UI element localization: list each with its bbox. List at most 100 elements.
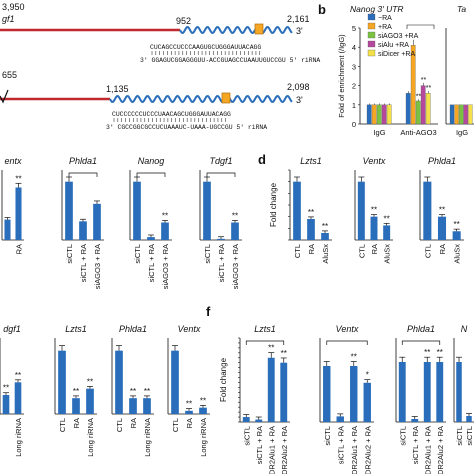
bar <box>15 187 22 240</box>
significance-mark: ** <box>144 387 150 396</box>
x-tick-label: siCTL <box>323 426 332 446</box>
x-tick-label: siAGO3 + RA <box>93 244 102 289</box>
bar <box>323 366 331 422</box>
gene-title: Ventx <box>336 324 359 334</box>
x-tick-label: siCTL + RA <box>79 244 88 282</box>
schematic: 3,950 gf1 952 2,161 3' CUCAGCCUCCCAAGUGC… <box>0 2 320 131</box>
gene-title: Ventx <box>363 156 386 166</box>
bar <box>357 181 365 240</box>
gene2-wave <box>109 95 293 103</box>
x-tick-label: siCTL <box>398 426 407 446</box>
bar <box>423 181 432 240</box>
gene2-seq-bottom: 3' CGCCGGCGCCUCUAAAUC-UAAA-UGCCGU 5' riR… <box>106 124 267 131</box>
gene-title: Phlda1 <box>407 324 435 334</box>
y-tick-label: 4 <box>352 43 356 52</box>
bar <box>468 104 473 125</box>
legend-swatch <box>367 49 376 57</box>
chart-f-phlda1: Phlda1 siCTL siCTL + RA ** siDR2Alu1 + RA ** s… <box>395 324 446 474</box>
y-tick-label: 1 <box>352 101 356 110</box>
chart-c-tdgf1: Tdgf1 siCTL siCTL + RA ** siAGO3 + RA <box>199 156 242 289</box>
x-tick-label: CTL <box>357 244 366 258</box>
bar <box>386 104 392 125</box>
gene1-name: gf1 <box>2 14 15 24</box>
x-tick-label: siDR2Alu2 + RA <box>363 426 372 474</box>
gene2-3prime: 3' <box>296 95 303 105</box>
bar <box>4 219 11 240</box>
y-label: Fold change <box>219 357 228 402</box>
bar <box>423 362 431 422</box>
gene1-mid-num: 952 <box>176 16 191 26</box>
chart-e-tdgf1: dgf1 ** ** Long riRNA <box>0 324 24 457</box>
bar <box>171 350 179 414</box>
gene-title: Phlda1 <box>428 156 456 166</box>
significance-mark: ** <box>268 344 274 353</box>
bar <box>93 203 101 240</box>
chart-d-ventx: Ventx CTL ** RA ** AluSx <box>354 156 393 264</box>
bar <box>185 410 193 414</box>
bar <box>231 222 239 240</box>
x-tick-label: CTL <box>423 244 432 258</box>
bar <box>363 382 371 422</box>
chart-e-ventx: Ventx CTL ** RA ** Long riRNA <box>167 324 210 457</box>
x-tick-label: siCTL + RA <box>255 426 264 464</box>
x-tick-label: siCTL <box>133 244 142 264</box>
gene-title: Lzts1 <box>254 324 276 334</box>
x-tick-label: CTL <box>58 418 67 432</box>
significance-mark: ** <box>87 377 93 386</box>
gene2-seq-top: CUCCCCCCUCCCUAACAGCUGGGAUUACAGG <box>112 111 231 118</box>
bar <box>217 238 225 240</box>
bar <box>466 416 472 422</box>
x-tick-label: RA <box>185 418 194 428</box>
bar <box>307 219 315 240</box>
y-tick-label: 3 <box>352 62 356 71</box>
bar <box>72 398 80 414</box>
significance-mark: ** <box>416 93 422 100</box>
bar <box>420 85 426 125</box>
x-tick-label: CTL <box>171 418 180 432</box>
significance-mark: ** <box>186 400 192 409</box>
gene2-left-num: 655 <box>2 70 17 80</box>
gene-title: N <box>461 324 468 334</box>
x-tick-label: AluSx <box>321 244 330 264</box>
x-tick-label: Anti-AGO3 <box>400 128 436 137</box>
comparison-bracket <box>401 340 441 345</box>
bar <box>376 104 382 125</box>
significance-mark: ** <box>439 206 445 215</box>
significance-mark: ** <box>15 174 21 183</box>
bar <box>366 104 372 125</box>
chart-c-ventx: entx ** RA <box>1 156 24 254</box>
bar <box>411 419 419 422</box>
significance-mark: ** <box>130 387 136 396</box>
significance-mark: ** <box>322 222 328 231</box>
bar <box>280 362 288 422</box>
comparison-bracket <box>326 340 368 345</box>
x-tick-label: siCTL + RA <box>411 426 420 464</box>
bar <box>437 216 447 240</box>
bar <box>381 104 387 125</box>
bar <box>410 45 416 125</box>
x-tick-label: AluSx <box>453 244 462 264</box>
significance-mark: ** <box>424 348 430 357</box>
gene1-left-num: 3,950 <box>2 2 25 12</box>
x-tick-label: RA <box>307 244 316 254</box>
panel-label-b: b <box>318 2 326 17</box>
gene1-site-marker <box>254 23 264 35</box>
bar <box>370 216 378 240</box>
comparison-bracket <box>68 172 98 177</box>
x-tick-label: siCTL <box>65 244 74 264</box>
significance-mark: ** <box>384 214 390 223</box>
gene2-pairing-ticks <box>113 118 226 122</box>
bar <box>86 388 94 414</box>
chart-title: Ta <box>457 4 466 14</box>
chart-e-lzts1: Lzts1 CTL ** RA ** Long riRNA <box>54 324 97 457</box>
gene-title: Phlda1 <box>119 324 147 334</box>
x-tick-label: siCTL <box>465 426 474 446</box>
y-tick-label: 2 <box>352 82 356 91</box>
bar <box>115 350 123 414</box>
bar <box>425 93 431 125</box>
y-tick-label: 5 <box>352 24 356 33</box>
x-tick-label: CTL <box>293 244 302 258</box>
chart-c-phlda1: Phlda1 siCTL siCTL + RA siAGO3 + RA <box>61 156 104 289</box>
bar <box>350 366 358 422</box>
significance-mark: ** <box>371 206 377 215</box>
